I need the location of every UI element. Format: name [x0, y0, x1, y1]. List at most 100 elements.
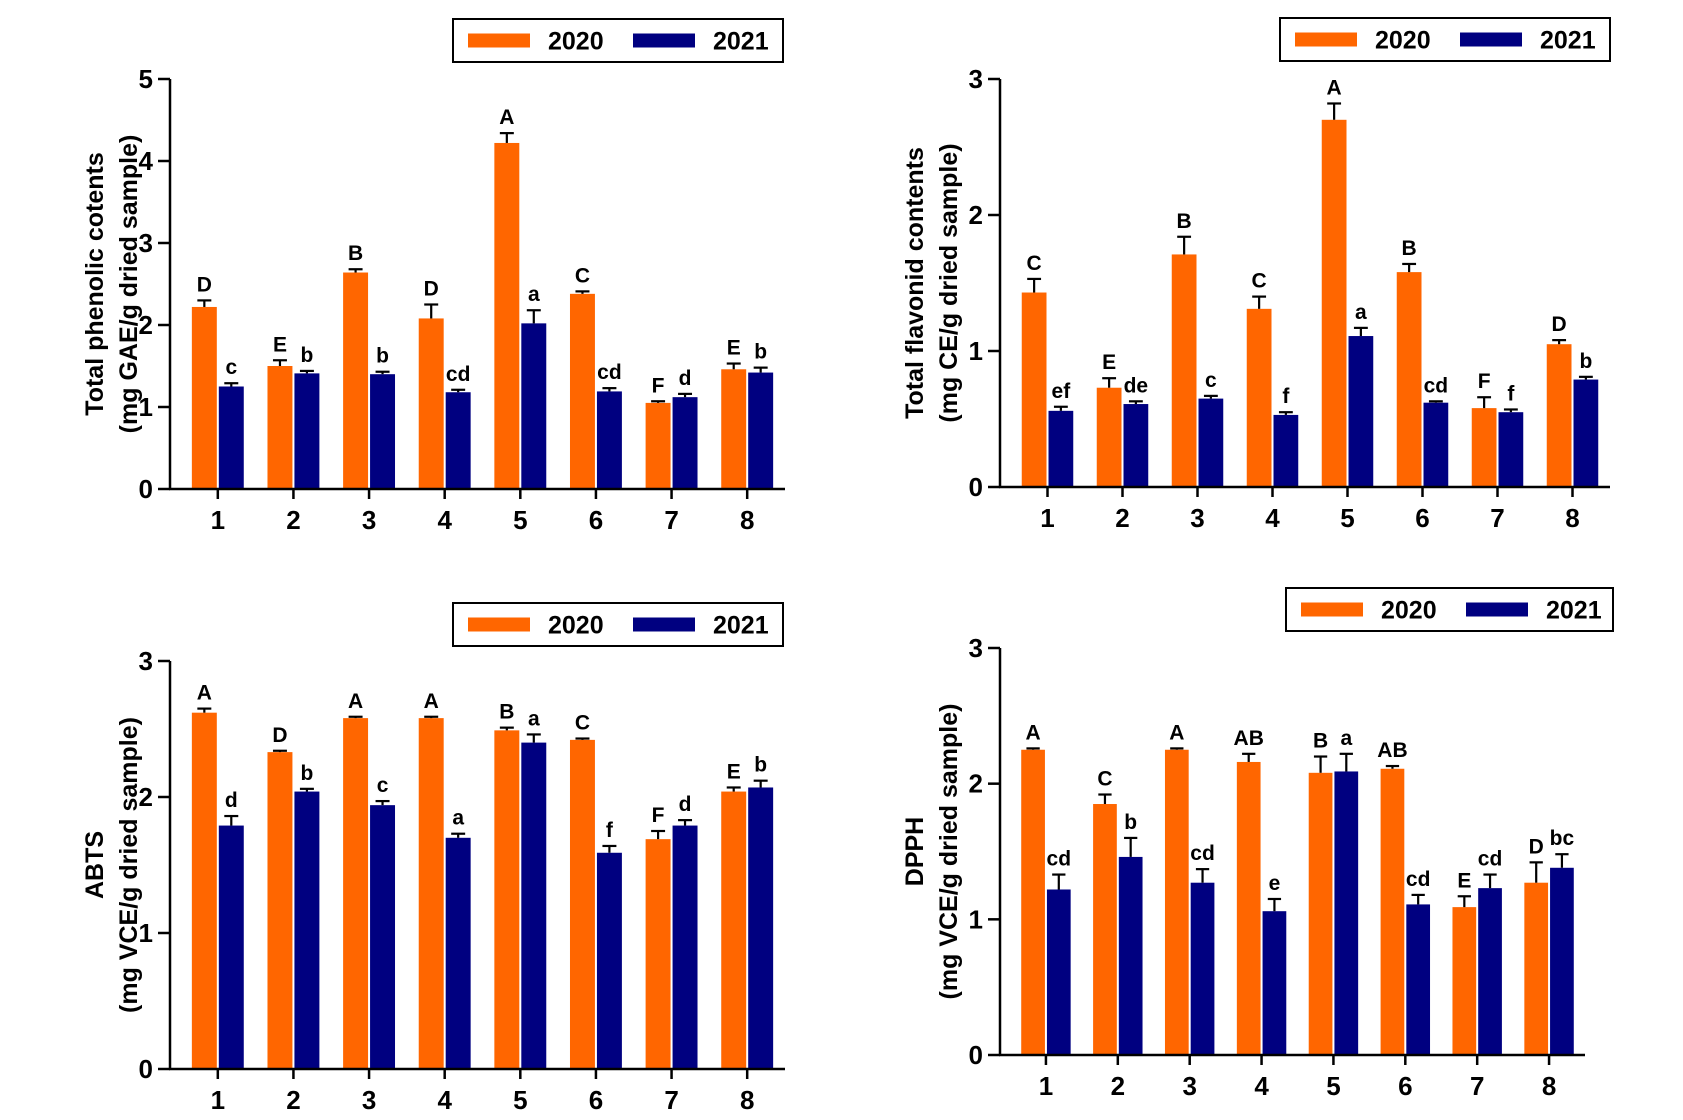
bar-2021-7 — [1498, 412, 1524, 487]
significance-label: de — [1124, 374, 1149, 397]
bar-2021-4 — [1262, 911, 1287, 1055]
chart-3: A D A A B C F Ed b c a a f d b 0 1 2 3 1 2 3 4 5 6 7 8 ABTS (mg VCE/… — [81, 602, 785, 1115]
legend-label-2021: 2021 — [713, 612, 769, 640]
bar-2020-1 — [1021, 749, 1045, 1055]
bar-2020-1 — [1021, 292, 1047, 487]
y-tick-label: 2 — [969, 200, 983, 230]
significance-label: cd — [1424, 374, 1449, 397]
significance-label: D — [1552, 313, 1567, 336]
significance-label: ef — [1052, 380, 1072, 403]
y-tick-label: 0 — [139, 474, 153, 504]
bar-2020-6 — [1380, 768, 1405, 1055]
bar-2021-2 — [294, 791, 320, 1069]
x-tick-label: 3 — [1182, 1071, 1196, 1101]
x-tick-label: 1 — [1040, 503, 1054, 533]
bar-2020-5 — [494, 730, 520, 1069]
y-tick-label: 3 — [969, 633, 983, 663]
bar-2021-8 — [748, 787, 774, 1069]
y-tick-label: 3 — [139, 228, 153, 258]
significance-label: A — [1169, 721, 1184, 744]
bar-2021-5 — [521, 323, 547, 489]
y-tick-label: 2 — [139, 310, 153, 340]
significance-label: a — [452, 807, 464, 830]
legend-box — [452, 18, 784, 63]
significance-label: E — [273, 333, 287, 356]
significance-label: f — [1507, 382, 1515, 405]
y-tick-label: 2 — [139, 782, 153, 812]
bar-2021-6 — [596, 391, 622, 489]
legend-swatch-2021 — [1466, 602, 1528, 617]
y-tick-label: 2 — [969, 769, 983, 799]
legend: 2020 2021 — [452, 602, 784, 647]
significance-label: e — [1269, 872, 1281, 895]
bar-2021-2 — [1123, 404, 1149, 487]
legend: 2020 2021 — [452, 18, 784, 63]
legend-label-2020: 2020 — [1375, 27, 1431, 55]
x-tick-label: 7 — [664, 1085, 678, 1115]
bar-2021-8 — [1573, 379, 1599, 487]
significance-label: D — [197, 273, 212, 296]
significance-label: b — [301, 762, 314, 785]
y-axis-title-line: DPPH — [901, 817, 929, 886]
bar-2020-5 — [1308, 772, 1333, 1055]
bar-2021-1 — [1048, 410, 1074, 487]
y-axis-title-line: Total flavonid contents — [901, 147, 929, 419]
x-tick-label: 6 — [1398, 1071, 1412, 1101]
bar-2021-3 — [370, 374, 396, 489]
significance-label: d — [679, 793, 692, 816]
bar-2020-5 — [494, 142, 520, 489]
bar-2020-7 — [645, 402, 671, 489]
significance-label: cd — [1406, 868, 1431, 891]
bar-2020-5 — [1321, 119, 1347, 488]
significance-label: a — [528, 283, 540, 306]
chart-2: C E B C A B F Def de c f a cd f b 0 1 2 3 1 2 3 4 5 6 7 8 Total fla… — [901, 17, 1611, 533]
significance-label: A — [1025, 721, 1040, 744]
significance-label: D — [424, 278, 439, 301]
x-tick-label: 7 — [1470, 1071, 1484, 1101]
legend-swatch-2020 — [468, 33, 530, 48]
y-tick-label: 1 — [969, 336, 983, 366]
x-tick-label: 1 — [1039, 1071, 1053, 1101]
y-axis-title: Total flavonid contents (mg CE/g dried sa… — [901, 143, 963, 422]
bar-2020-2 — [267, 752, 293, 1069]
significance-label: d — [679, 367, 692, 390]
significance-label: B — [1313, 730, 1328, 753]
significance-label: B — [1177, 210, 1192, 233]
bar-2020-7 — [645, 839, 671, 1069]
bar-2020-8 — [721, 791, 747, 1069]
significance-label: c — [1205, 369, 1217, 392]
significance-label: B — [499, 701, 514, 724]
significance-label: C — [1252, 270, 1267, 293]
y-axis-title-line: (mg VCE/g dried sample) — [935, 704, 963, 1000]
significance-label: A — [197, 682, 212, 705]
significance-label: a — [1340, 727, 1352, 750]
significance-label: b — [301, 344, 314, 367]
significance-label: d — [225, 789, 238, 812]
legend-label-2020: 2020 — [1381, 597, 1437, 625]
significance-label: bc — [1550, 827, 1575, 850]
legend-swatch-2020 — [1301, 602, 1363, 617]
x-tick-label: 6 — [1415, 503, 1429, 533]
x-tick-label: 8 — [740, 1085, 754, 1115]
x-tick-label: 5 — [513, 1085, 527, 1115]
bar-2021-8 — [748, 372, 774, 489]
y-axis-title-line: (mg VCE/g dried sample) — [115, 717, 143, 1013]
y-tick-label: 3 — [139, 646, 153, 676]
x-tick-label: 2 — [1111, 1071, 1125, 1101]
significance-label: E — [1102, 351, 1116, 374]
y-axis-title: DPPH (mg VCE/g dried sample) — [901, 704, 963, 1000]
x-tick-label: 3 — [362, 1085, 376, 1115]
significance-label: cd — [1190, 842, 1215, 865]
x-tick-label: 6 — [589, 505, 603, 535]
x-tick-label: 8 — [1542, 1071, 1556, 1101]
bar-2021-6 — [1423, 402, 1449, 487]
bar-2020-4 — [418, 718, 444, 1069]
bar-2021-1 — [218, 386, 244, 489]
bar-2021-3 — [1190, 882, 1215, 1055]
bar-2020-4 — [1246, 308, 1272, 487]
significance-label: B — [1402, 237, 1417, 260]
legend-swatch-2020 — [468, 617, 530, 632]
bar-2021-3 — [1198, 398, 1224, 487]
significance-label: b — [754, 341, 767, 364]
x-tick-label: 8 — [1565, 503, 1579, 533]
